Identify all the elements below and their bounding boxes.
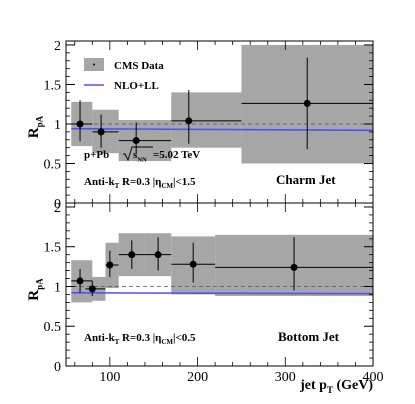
y-tick-label-top-1: 0.5 [44, 157, 62, 172]
x-tick-label-0: 100 [99, 370, 120, 385]
y-tick-label-bottom-0: 0 [54, 360, 61, 375]
data-point-bottom-3 [128, 251, 136, 259]
x-tick-label-1: 200 [187, 370, 208, 385]
y-tick-label-top-3: 1.5 [44, 78, 62, 93]
annotation-energy-sqrt: sNN [133, 149, 147, 163]
x-tick-label-2: 300 [275, 370, 296, 385]
annotation-system: p+Pb [84, 149, 109, 161]
annotation-algorithm-bottom: Anti-kT R=0.3 |ηCM|<0.5 [84, 332, 196, 346]
frames-layer [65, 40, 374, 367]
x-axis-label: jet pT (GeV) [299, 378, 373, 395]
y-tick-label-bottom-3: 1.5 [44, 241, 62, 256]
data-point-bottom-2 [106, 261, 114, 269]
data-point-top-2 [132, 137, 140, 145]
x-tick-label-3: 400 [363, 370, 384, 385]
data-point-bottom-6 [290, 263, 298, 271]
reference-lines-layer [66, 123, 373, 287]
y-tick-label-bottom-2: 1 [54, 280, 61, 295]
nlo-ll-curve-top [71, 127, 374, 132]
data-point-top-1 [97, 128, 105, 136]
legend-dot-cms-data [93, 63, 95, 66]
y-axis-label-bottom: RpA [26, 278, 45, 301]
data-point-bottom-5 [189, 260, 197, 268]
systematic-box-top-3 [171, 92, 242, 148]
y-tick-label-top-2: 1 [54, 118, 61, 133]
panel-label-bottom-jet: Bottom Jet [278, 329, 340, 344]
y-tick-label-bottom-1: 0.5 [44, 320, 62, 335]
ticks-layer [66, 41, 374, 367]
y-tick-label-bottom-4: 2 [54, 201, 61, 216]
data-point-top-3 [185, 117, 193, 125]
annotation-energy-value: =5.02 TeV [153, 149, 200, 161]
data-point-bottom-4 [154, 251, 162, 259]
sqrt-symbol [123, 146, 153, 162]
y-tick-label-top-0: 0 [54, 197, 61, 212]
annotation-algorithm: Anti-kT R=0.3 |ηCM|<1.5 [84, 176, 196, 190]
panel-label-charm-jet: Charm Jet [276, 172, 336, 187]
data-point-bottom-1 [88, 285, 96, 293]
y-tick-label-top-4: 2 [54, 39, 61, 54]
nlo-curves-layer [71, 127, 374, 295]
legend-label-cms-data: CMS Data [114, 60, 164, 72]
data-point-bottom-0 [76, 277, 84, 285]
data-point-top-4 [303, 99, 311, 107]
legend-label-nlo-ll: NLO+LL [114, 80, 159, 92]
y-axis-label-top: RpA [26, 115, 45, 138]
nlo-ll-curve-bottom [71, 292, 374, 295]
points-layer [76, 99, 311, 293]
panel-frame-bottom [65, 202, 374, 367]
text-layer: 0 0.5 1 1.5 2 RpA CMS Data NLO+LL p+Pb sNN =5.02 T… [26, 39, 384, 395]
data-point-top-0 [76, 120, 84, 128]
